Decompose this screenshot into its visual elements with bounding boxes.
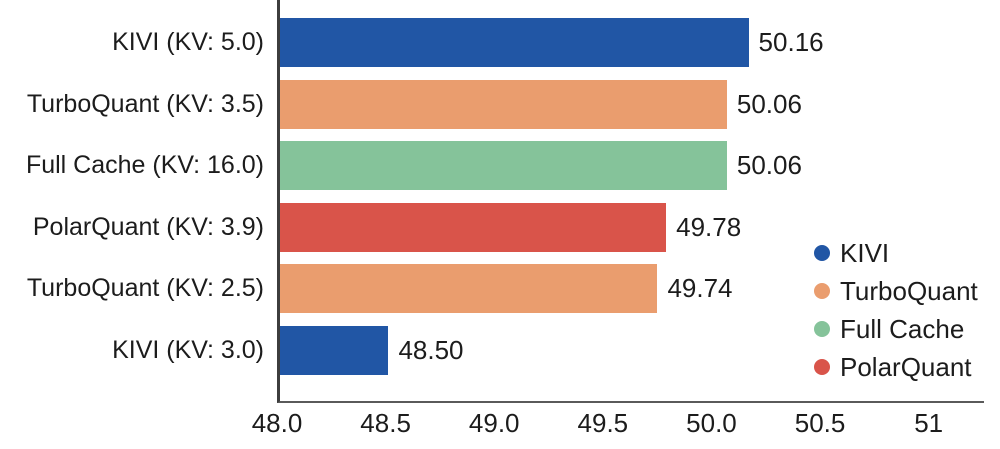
legend: KIVI TurboQuant Full Cache PolarQuant	[814, 237, 978, 382]
bar-track: 48.50	[280, 325, 985, 375]
category-label: KIVI (KV: 5.0)	[112, 28, 264, 56]
bar-full-cache	[280, 141, 727, 191]
bar-kivi	[280, 325, 389, 375]
x-tick-label: 48.5	[360, 408, 411, 438]
bar-turboquant	[280, 79, 727, 129]
x-tick-label: 49.0	[468, 408, 520, 438]
legend-label: KIVI	[840, 237, 890, 268]
value-label: 48.50	[398, 334, 464, 365]
x-tick-label: 51	[914, 408, 944, 438]
value-label: 49.74	[667, 273, 733, 304]
plot-area	[277, 0, 984, 403]
bar-row: PolarQuant (KV: 3.9) 49.78	[0, 202, 985, 252]
value-label: 50.06	[736, 88, 802, 119]
bar-row: TurboQuant (KV: 2.5) 49.74	[0, 264, 985, 314]
category-label: TurboQuant (KV: 3.5)	[26, 89, 264, 118]
legend-swatch-icon	[814, 359, 830, 375]
bar-rows: KIVI (KV: 5.0) 50.16 TurboQuant (KV: 3.5) 5…	[0, 18, 985, 375]
bar-row: Full Cache (KV: 16.0) 50.06	[0, 141, 985, 191]
bar-row: KIVI (KV: 3.0) 48.50	[0, 325, 985, 375]
legend-item: TurboQuant	[814, 275, 978, 306]
bar-track: 49.74	[280, 264, 985, 314]
legend-item: KIVI	[814, 237, 978, 268]
legend-swatch-icon	[814, 283, 830, 299]
value-label: 50.06	[736, 150, 802, 181]
bar-row: KIVI (KV: 5.0) 50.16	[0, 18, 985, 67]
x-tick-label: 50.0	[686, 408, 737, 438]
legend-label: TurboQuant	[840, 275, 978, 306]
value-label: 49.78	[676, 211, 742, 242]
legend-label: PolarQuant	[840, 351, 972, 382]
category-label: TurboQuant (KV: 2.5)	[26, 274, 264, 303]
legend-swatch-icon	[814, 321, 830, 337]
category-label: Full Cache (KV: 16.0)	[25, 151, 264, 180]
bar-polarquant	[280, 202, 667, 252]
value-label: 50.16	[758, 27, 824, 57]
bar-track: 50.06	[280, 141, 985, 191]
x-tick-label: 50.5	[794, 408, 846, 438]
legend-item: PolarQuant	[814, 351, 978, 382]
bar-track: 49.78	[280, 202, 985, 252]
legend-item: Full Cache	[814, 313, 978, 344]
category-label: KIVI (KV: 3.0)	[112, 335, 264, 364]
category-label: PolarQuant (KV: 3.9)	[32, 212, 264, 241]
bar-row: TurboQuant (KV: 3.5) 50.06	[0, 79, 985, 129]
legend-swatch-icon	[814, 245, 830, 261]
bar-track: 50.06	[280, 79, 985, 129]
legend-label: Full Cache	[840, 313, 965, 344]
x-tick-label: 49.5	[577, 408, 629, 438]
bar-kivi	[280, 18, 749, 67]
x-tick-label: 48.0	[251, 408, 303, 438]
bar-track: 50.16	[280, 18, 985, 67]
x-axis: 48.0 48.5 49.0 49.5 50.0 50.5 51	[252, 408, 984, 442]
bar-turboquant	[280, 264, 658, 314]
